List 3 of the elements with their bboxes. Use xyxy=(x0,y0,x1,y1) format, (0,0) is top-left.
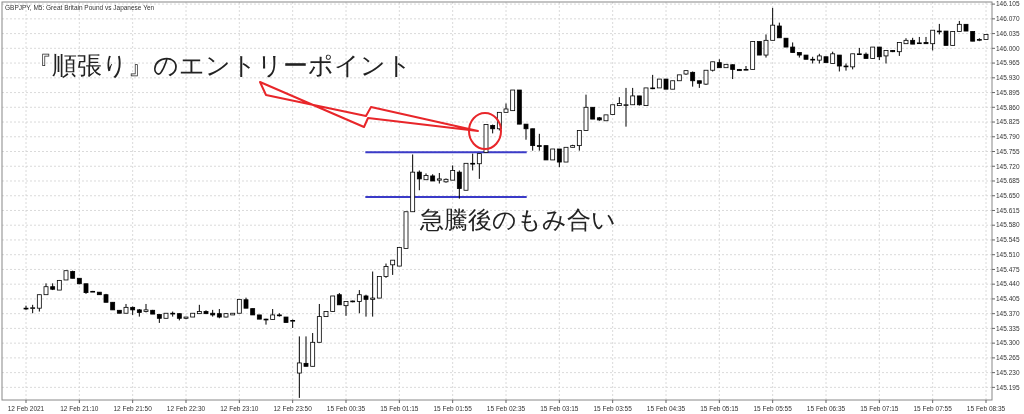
annotation: 急騰後のもみ合い xyxy=(419,206,616,234)
annotation: 『順張り』のエントリーポイント xyxy=(27,51,412,80)
candlestick xyxy=(476,153,482,180)
